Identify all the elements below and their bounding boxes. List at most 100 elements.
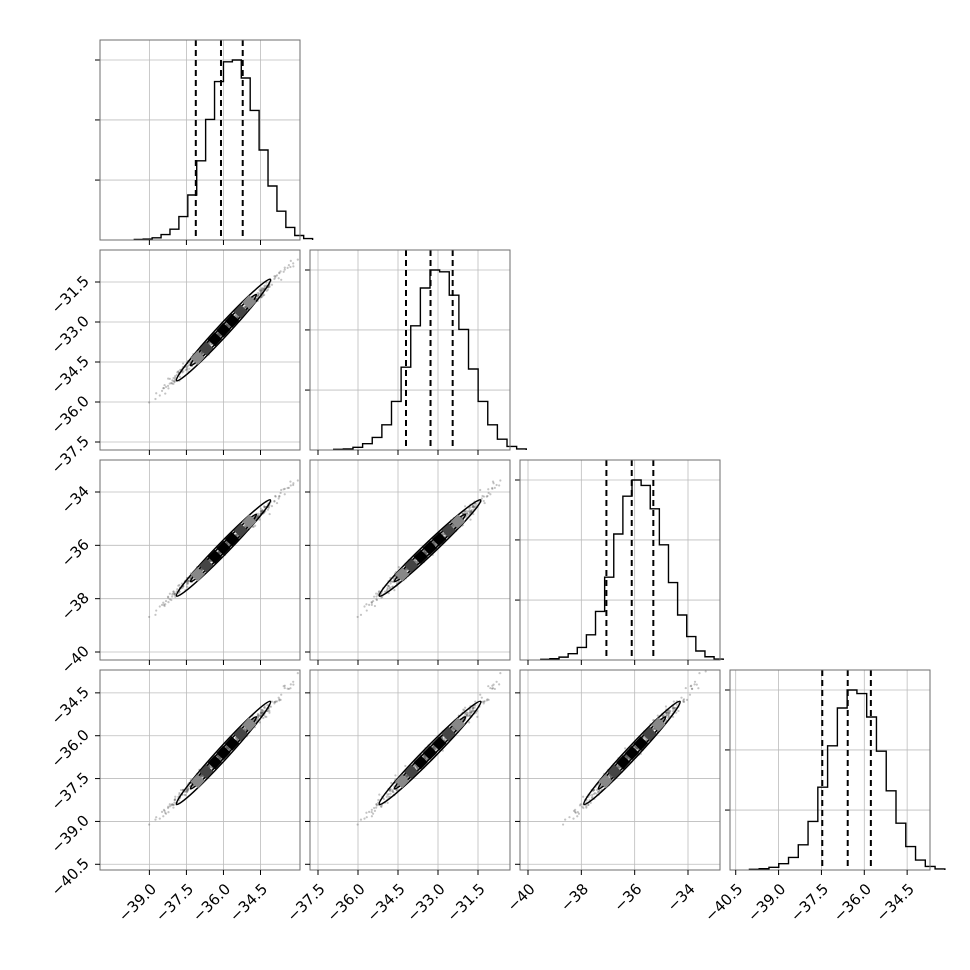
scatter-point — [395, 788, 398, 792]
scatter-point — [423, 550, 426, 554]
scatter-point — [171, 803, 174, 806]
scatter-point — [423, 756, 426, 759]
scatter-point — [666, 711, 669, 714]
scatter-point — [225, 323, 228, 326]
scatter-point — [256, 514, 260, 517]
contour — [583, 700, 681, 806]
scatter-point — [432, 541, 435, 544]
scatter-point — [485, 699, 488, 702]
scatter-point — [688, 693, 692, 696]
scatter-point — [219, 757, 222, 760]
panel-3-2: −40 −38 −36 −34 — [504, 669, 721, 915]
scatter-point — [483, 501, 486, 505]
scatter-point — [258, 289, 261, 292]
scatter-point — [405, 568, 408, 571]
scatter-point — [380, 596, 383, 599]
scatter-point — [395, 581, 398, 585]
scatter-point — [378, 793, 381, 796]
scatter-point — [665, 713, 668, 716]
scatter-point — [424, 757, 427, 761]
scatter-point — [617, 764, 620, 767]
scatter-point — [413, 559, 417, 562]
scatter-point — [264, 715, 267, 718]
y-tick-label: −36.0 — [48, 726, 93, 771]
scatter-point — [576, 811, 579, 814]
scatter-point — [289, 683, 292, 686]
density-cell — [642, 726, 657, 742]
scatter-point — [252, 515, 255, 519]
scatter-point — [609, 775, 612, 778]
scatter-point — [292, 683, 295, 686]
scatter-point — [452, 525, 455, 528]
scatter-point — [695, 683, 698, 686]
x-tick-label: −36.0 — [189, 880, 234, 925]
scatter-point — [468, 509, 471, 512]
scatter-point — [481, 700, 484, 703]
scatter-point — [174, 595, 177, 598]
scatter-point — [217, 332, 220, 335]
scatter-point — [468, 721, 471, 724]
scatter-point — [451, 524, 455, 528]
y-tick-label: −33.0 — [48, 312, 93, 357]
scatter-point — [167, 601, 170, 604]
scatter-point — [200, 568, 204, 571]
scatter-point — [171, 803, 174, 806]
x-tick-label: −33.0 — [404, 880, 449, 925]
scatter-point — [465, 711, 469, 714]
scatter-point — [184, 794, 187, 797]
scatter-point — [672, 707, 675, 710]
scatter-point — [489, 493, 492, 496]
y-tick-label: −40 — [58, 642, 93, 677]
scatter-point — [592, 792, 595, 796]
scatter-point — [270, 505, 274, 508]
scatter-point — [482, 495, 486, 498]
scatter-point — [158, 605, 161, 608]
scatter-point — [167, 387, 170, 390]
scatter-point — [434, 746, 437, 749]
scatter-point — [370, 601, 373, 604]
scatter-point — [168, 377, 171, 380]
scatter-point — [259, 289, 263, 292]
scatter-point — [185, 368, 188, 371]
scatter-point — [163, 809, 166, 812]
scatter-point — [486, 698, 489, 701]
scatter-point — [171, 379, 174, 382]
scatter-point — [275, 274, 279, 277]
scatter-point — [386, 586, 389, 590]
scatter-point — [667, 711, 670, 714]
scatter-point — [266, 508, 270, 511]
scatter-point — [278, 272, 281, 275]
scatter-point — [415, 561, 419, 564]
scatter-point — [162, 387, 165, 390]
density-cell — [242, 717, 257, 732]
scatter-point — [217, 756, 220, 759]
scatter-point — [259, 291, 263, 294]
scatter-point — [482, 499, 485, 503]
scatter-point — [287, 264, 290, 267]
scatter-point — [423, 757, 427, 760]
scatter-point — [259, 711, 263, 714]
density-cell — [450, 514, 465, 529]
scatter-point — [471, 707, 474, 710]
scatter-point — [441, 737, 444, 740]
scatter-point — [274, 276, 277, 279]
scatter-point — [643, 736, 646, 739]
scatter-point — [472, 709, 475, 713]
scatter-point — [228, 543, 231, 547]
scatter-point — [243, 728, 246, 731]
scatter-point — [590, 793, 594, 796]
scatter-point — [186, 585, 189, 589]
x-tick-label: −34.5 — [364, 880, 409, 925]
scatter-point — [200, 351, 203, 354]
scatter-point — [227, 325, 231, 328]
scatter-point — [296, 258, 299, 261]
scatter-point — [382, 797, 385, 801]
scatter-point — [278, 495, 281, 498]
scatter-point — [286, 687, 289, 690]
x-tick-label: −39.0 — [115, 880, 160, 925]
y-tick-label: −39.0 — [48, 812, 93, 857]
scatter-point — [469, 511, 472, 514]
scatter-point — [267, 506, 270, 509]
panel-frame — [99, 39, 301, 241]
density-cell — [395, 567, 410, 582]
